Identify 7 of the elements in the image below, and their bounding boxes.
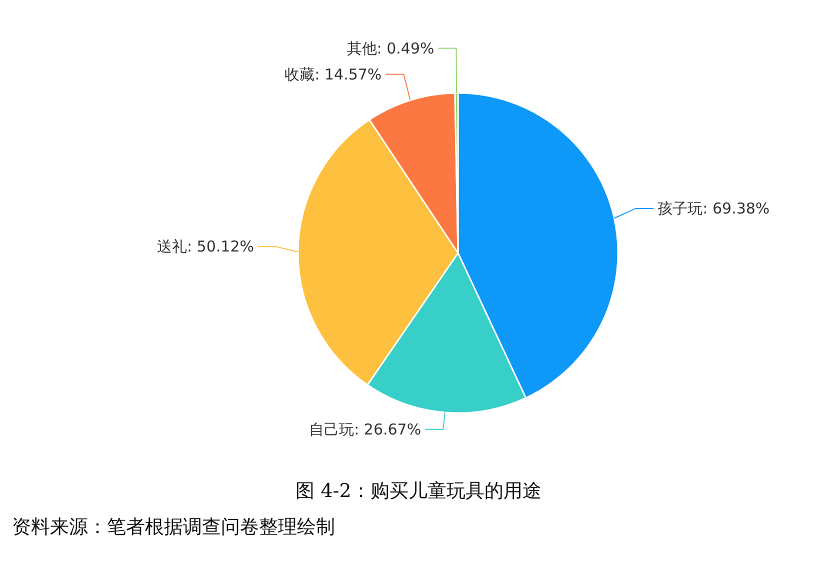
slice-label: 收藏: 14.57% bbox=[284, 65, 382, 84]
text: 图 4-2：购买儿童玩具的用途 bbox=[294, 479, 542, 504]
text: 资料来源：笔者根据调查问卷整理绘制 bbox=[11, 515, 336, 540]
slice-label: 其他: 0.49% bbox=[346, 39, 434, 58]
slice-label: 孩子玩: 69.38% bbox=[658, 199, 770, 218]
slice-label: 自己玩: 26.67% bbox=[309, 420, 422, 438]
slice-label: 送礼: 50.12% bbox=[156, 238, 254, 256]
